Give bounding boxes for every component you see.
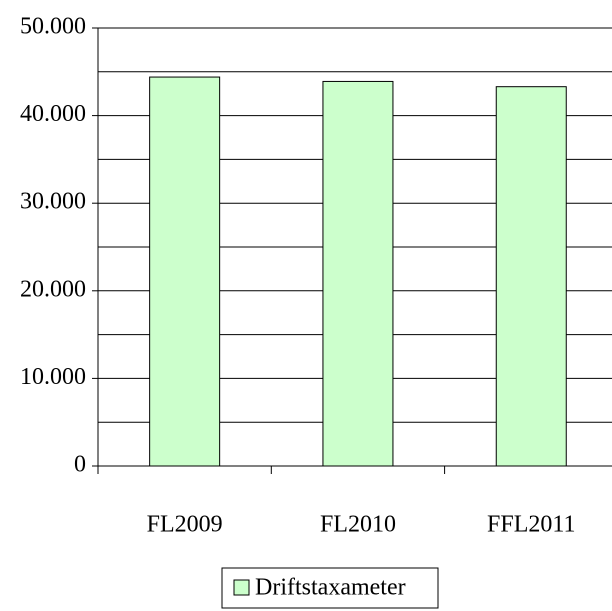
bar (149, 76, 221, 467)
y-tick-label: 0 (74, 452, 86, 478)
y-tick-label: 20.000 (20, 276, 86, 302)
legend-box (221, 567, 439, 609)
y-tick-label: 40.000 (20, 101, 86, 127)
bar (495, 86, 567, 467)
x-tick-label: FL2010 (320, 512, 396, 538)
y-tick-label: 50.000 (20, 14, 86, 40)
y-tick-label: 10.000 (20, 364, 86, 390)
legend-label: Driftstaxameter (255, 575, 406, 601)
legend-swatch (233, 579, 250, 596)
y-tick-label: 30.000 (20, 189, 86, 215)
x-tick-label: FFL2011 (487, 512, 575, 538)
bar (322, 80, 394, 467)
x-tick-label: FL2009 (147, 512, 223, 538)
